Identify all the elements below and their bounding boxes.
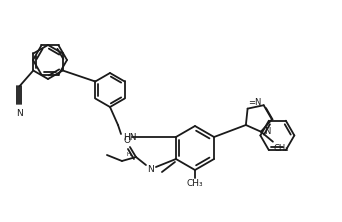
Text: CH₃: CH₃ xyxy=(274,144,289,153)
Text: CH₃: CH₃ xyxy=(187,179,203,188)
Text: H: H xyxy=(127,153,131,157)
Text: HN: HN xyxy=(123,133,136,141)
Text: N: N xyxy=(16,109,23,117)
Text: N: N xyxy=(147,165,154,174)
Text: O: O xyxy=(123,136,130,145)
Text: =N: =N xyxy=(248,98,262,107)
Text: N: N xyxy=(264,127,270,136)
